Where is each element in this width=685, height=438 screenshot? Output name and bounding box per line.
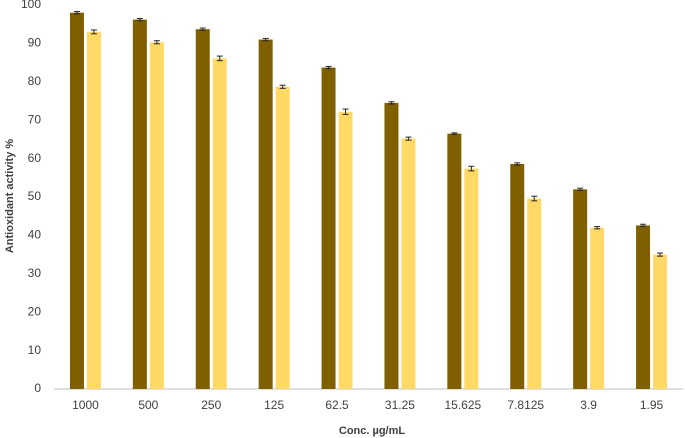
error-bar xyxy=(325,65,332,70)
bar xyxy=(510,163,525,389)
error-bar xyxy=(405,136,412,141)
y-tick-label: 30 xyxy=(28,266,42,280)
error-bar xyxy=(388,101,395,105)
error-bar xyxy=(199,27,206,31)
bar xyxy=(653,254,668,389)
x-tick-label: 15.625 xyxy=(444,398,481,412)
error-bar xyxy=(153,40,160,45)
x-tick-label: 3.9 xyxy=(580,398,597,412)
x-tick-label: 250 xyxy=(201,398,221,412)
bar xyxy=(195,29,210,390)
x-tick-label: 500 xyxy=(138,398,158,412)
x-tick-label: 62.5 xyxy=(325,398,349,412)
x-tick-label: 125 xyxy=(264,398,284,412)
error-bar xyxy=(73,11,80,15)
bar xyxy=(275,86,290,390)
bar xyxy=(590,227,605,389)
y-tick-label: 10 xyxy=(28,343,42,357)
error-bar xyxy=(216,55,223,62)
error-bar xyxy=(657,252,664,257)
error-bar xyxy=(640,223,647,228)
bar xyxy=(149,42,164,390)
y-tick-label: 60 xyxy=(28,151,42,165)
bar xyxy=(573,189,588,389)
error-bar xyxy=(531,195,538,202)
y-tick-label: 20 xyxy=(28,304,42,318)
bar xyxy=(258,39,273,390)
y-tick-label: 90 xyxy=(28,36,42,50)
error-bar xyxy=(262,37,269,42)
bar xyxy=(527,198,542,389)
error-bar xyxy=(577,187,584,191)
y-tick-label: 100 xyxy=(21,0,41,11)
x-tick-label: 7.8125 xyxy=(507,398,544,412)
error-bar xyxy=(342,108,349,115)
error-bar xyxy=(451,132,458,135)
error-bar xyxy=(279,84,286,89)
bar xyxy=(464,168,479,389)
bar xyxy=(338,111,353,389)
bar xyxy=(447,133,462,389)
y-tick-label: 0 xyxy=(34,381,41,395)
bar xyxy=(401,138,416,389)
bar xyxy=(86,31,101,389)
bar xyxy=(384,102,399,390)
error-bar xyxy=(594,226,601,230)
bar xyxy=(69,12,84,390)
x-tick-label: 1000 xyxy=(72,398,99,412)
x-axis-title: Conc. µg/mL xyxy=(339,425,406,437)
error-bar xyxy=(90,29,97,35)
y-tick-label: 50 xyxy=(28,189,42,203)
error-bar xyxy=(468,165,475,172)
x-tick-label: 1.95 xyxy=(640,398,664,412)
x-tick-label: 31.25 xyxy=(385,398,415,412)
y-tick-label: 40 xyxy=(28,228,42,242)
bar xyxy=(212,58,227,389)
bar xyxy=(636,225,651,389)
y-tick-label: 80 xyxy=(28,74,42,88)
y-axis-title: Antioxidant activity % xyxy=(4,139,16,254)
y-tick-label: 70 xyxy=(28,112,42,126)
error-bar xyxy=(136,17,143,22)
bar xyxy=(321,67,336,389)
error-bar xyxy=(514,162,521,166)
bar xyxy=(132,19,147,389)
